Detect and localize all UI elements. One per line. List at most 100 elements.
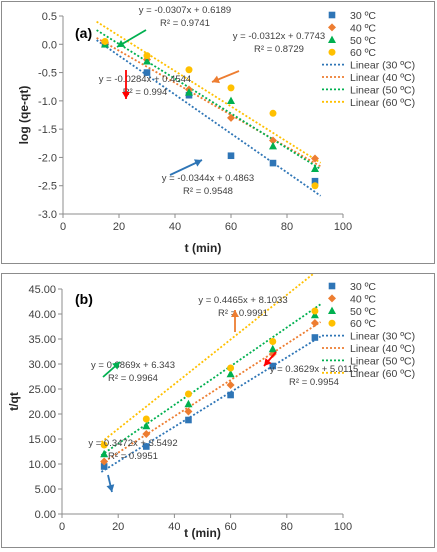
legend-label: Linear (50 ºC) — [350, 84, 415, 96]
r2-label: R² = 0.9964 — [108, 373, 158, 384]
data-point — [311, 182, 319, 190]
x-tick-label: 40 — [168, 521, 180, 533]
trendline-1 — [96, 37, 322, 168]
annotation-arrow-head — [106, 484, 115, 492]
data-point — [184, 399, 193, 408]
equation-label: y = 0.3869x + 6.343 — [91, 360, 175, 371]
data-point — [101, 37, 109, 45]
y-tick-label: 0.5 — [42, 11, 57, 23]
legend-label: Linear (30 ºC) — [350, 60, 415, 72]
legend-label: Linear (40 ºC) — [350, 343, 415, 355]
r2-label: R² = 0.9991 — [218, 308, 268, 319]
annotation-arrow — [263, 351, 277, 367]
equation-label: y = 0.4465x + 8.1033 — [198, 295, 287, 306]
data-point — [143, 57, 151, 65]
trendline-3 — [96, 20, 322, 164]
data-point — [100, 463, 108, 470]
data-point — [269, 141, 277, 150]
y-tick-label: 0.00 — [35, 509, 56, 521]
annotation-arrow-head — [264, 358, 272, 366]
x-tick-label: 0 — [60, 221, 66, 233]
data-point — [269, 159, 277, 167]
r2-label: R² = 0.9548 — [183, 186, 233, 197]
data-point — [143, 443, 150, 450]
x-tick-label: 60 — [225, 221, 237, 233]
legend-marker — [328, 11, 336, 19]
y-tick-label: -2.0 — [38, 152, 57, 164]
data-point — [227, 84, 235, 92]
data-point — [269, 362, 277, 370]
data-point — [227, 364, 235, 372]
legend-label: 50 ºC — [350, 306, 376, 318]
equation-label: y = -0.0312x + 0.7743 — [233, 31, 325, 42]
legend-label: 50 ºC — [350, 35, 376, 47]
annotation-arrow-head — [231, 310, 239, 317]
data-point — [143, 69, 151, 76]
annotation-arrow-head — [193, 159, 202, 167]
y-tick-label: 30.00 — [28, 359, 56, 371]
legend-label: 40 ºC — [350, 22, 376, 34]
x-tick-label: 100 — [334, 221, 352, 233]
legend-label: Linear (50 ºC) — [350, 355, 415, 367]
y-tick-label: -0.5 — [38, 68, 57, 80]
legend-label: 30 ºC — [350, 10, 376, 22]
x-tick-label: 20 — [113, 221, 125, 233]
annotation-arrow-head — [122, 92, 130, 99]
equation-label: y = -0.0284x + 0.4544 — [99, 74, 191, 85]
equation-label: y = 0.3472x + 3.5492 — [88, 438, 177, 449]
legend-label: Linear (40 ºC) — [350, 72, 415, 84]
y-tick-label: -1.0 — [38, 96, 57, 108]
legend-marker — [328, 294, 336, 303]
annotation-arrow — [122, 70, 130, 99]
legend-marker — [328, 282, 336, 290]
r2-label: R² = 0.9951 — [108, 451, 158, 462]
annotation-arrow — [102, 361, 121, 378]
data-point — [142, 430, 151, 438]
y-tick-label: 40.00 — [28, 309, 56, 321]
data-point — [226, 381, 235, 389]
series-2 — [100, 310, 319, 458]
series-0 — [100, 334, 319, 470]
legend-label: 60 ºC — [350, 318, 376, 330]
y-tick-label: 35.00 — [28, 334, 56, 346]
y-tick-label: -2.5 — [38, 181, 57, 193]
r2-label: R² = 0.9954 — [289, 377, 339, 388]
data-point — [143, 52, 151, 60]
annotation-arrow — [211, 70, 240, 84]
y-tick-label: 25.00 — [28, 384, 56, 396]
data-point — [311, 334, 319, 341]
equation-label: y = -0.0307x + 0.6189 — [139, 5, 231, 16]
x-tick-label: 0 — [59, 521, 65, 533]
data-point — [269, 338, 277, 345]
legend-label: Linear (30 ºC) — [350, 331, 415, 343]
data-point — [185, 66, 193, 74]
chart-b-svg: 45.00 40.00 35.00 30.00 25.00 20.00 15.00 10.00… — [7, 267, 415, 540]
annotation-arrow-head — [212, 75, 220, 84]
data-point — [311, 307, 319, 315]
trendline-1 — [100, 321, 322, 465]
data-point — [184, 407, 193, 416]
legend-label: Linear (60 ºC) — [350, 97, 415, 109]
x-tick-label: 20 — [112, 521, 124, 533]
y-tick-label: 0.0 — [42, 39, 57, 51]
panel-label: (b) — [75, 291, 93, 307]
data-point — [311, 177, 319, 185]
legend-marker — [328, 319, 336, 327]
equation-label: y = 0.3629x + 5.0115 — [270, 364, 359, 375]
data-point — [227, 113, 235, 122]
r2-label: R² = 0.9741 — [160, 18, 210, 29]
y-tick-label: 5.00 — [35, 484, 56, 496]
series-1 — [100, 319, 319, 466]
annotation-arrow-head — [117, 40, 126, 47]
data-point — [185, 416, 192, 424]
chart-panel-b: 45.00 40.00 35.00 30.00 25.00 20.00 15.00 10.00… — [1, 267, 435, 548]
annotation-arrow-head — [112, 362, 120, 370]
data-point — [310, 319, 319, 327]
data-point — [185, 88, 193, 96]
legend-label: 40 ºC — [350, 293, 376, 305]
x-tick-label: 80 — [281, 521, 293, 533]
y-tick-label: 20.00 — [28, 409, 56, 421]
data-point — [227, 96, 235, 105]
legend-label: Linear (60 ºC) — [350, 368, 415, 380]
